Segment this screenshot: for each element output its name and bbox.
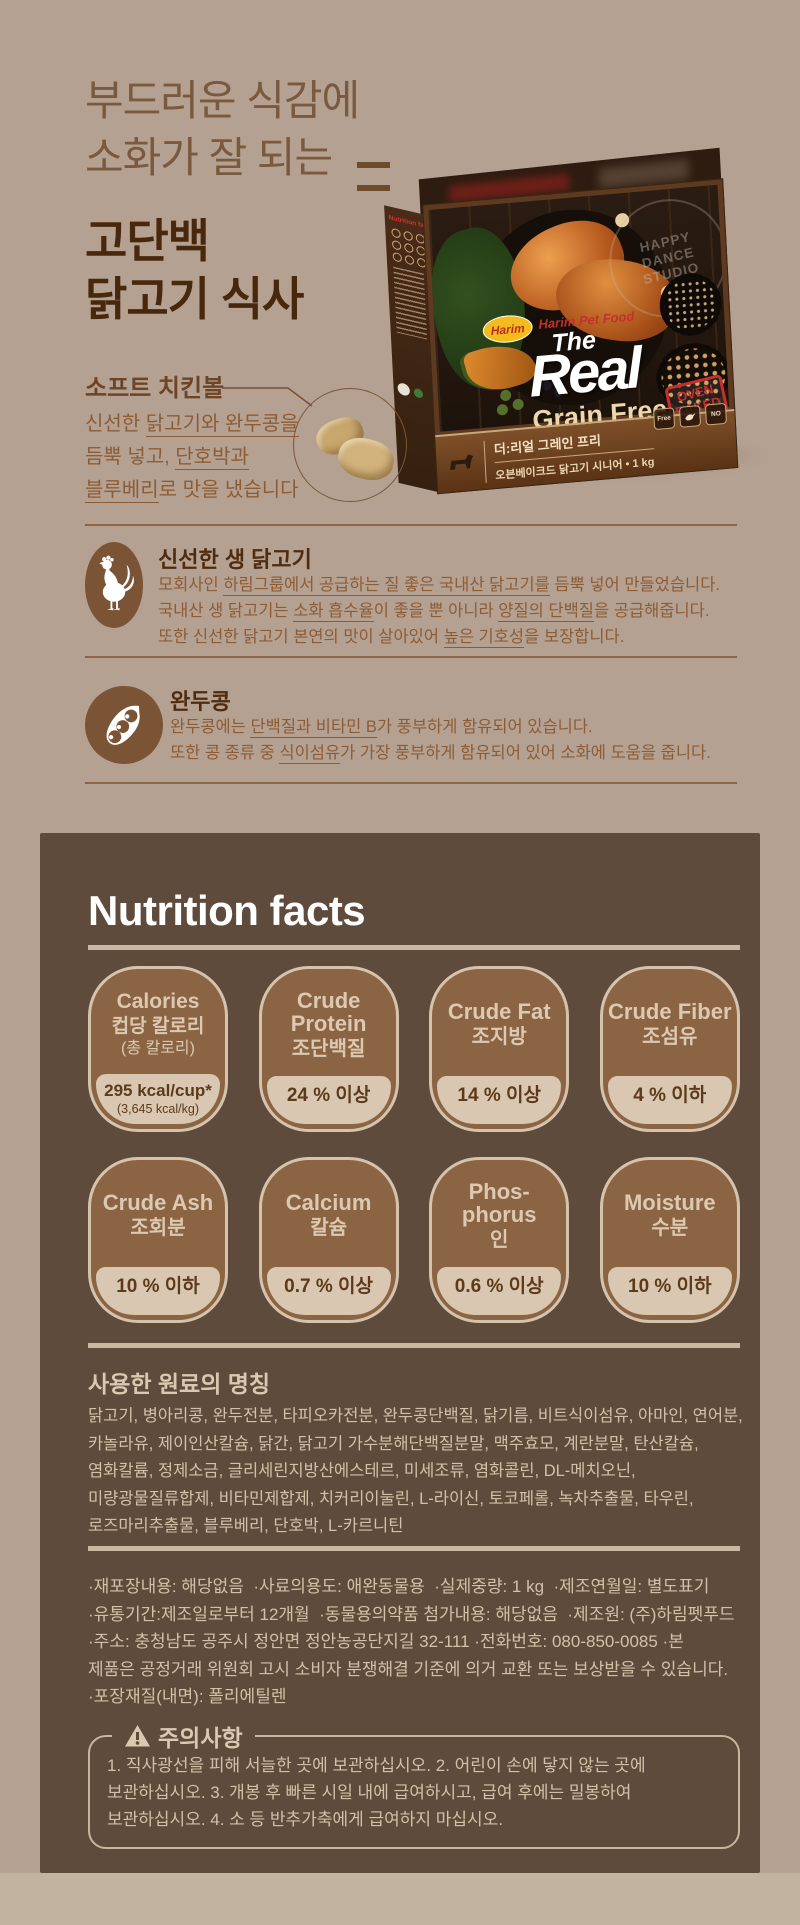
page-bottom-margin bbox=[0, 1873, 800, 1925]
soft-chicken-ball-description: 신선한 닭고기와 완두콩을 듬뿍 넣고, 단호박과 블루베리로 맛을 냈습니다 bbox=[85, 408, 299, 507]
headline-light-line-1: 부드러운 식감에 bbox=[85, 77, 360, 124]
nutrient-name-en: Phos-phorus bbox=[461, 1178, 537, 1227]
nutrient-value: 10 % 이하 bbox=[628, 1276, 712, 1297]
nutrient-name-en: Crude Ash bbox=[102, 1190, 214, 1215]
nutrient-name-en: Crude Fiber bbox=[608, 999, 732, 1024]
equals-decoration bbox=[357, 162, 390, 208]
nutrition-box-fat: Crude Fat 조지방 14 % 이상 bbox=[429, 966, 570, 1132]
package-front-face: HAPPY DANCE STUDIO Harim Harim Pet Food … bbox=[422, 178, 739, 495]
package-variant-korean: 오븐베이크드 닭고기 시니어 • 1 kg bbox=[495, 456, 655, 483]
nutrient-name-en: Crude Protein bbox=[290, 987, 367, 1036]
nutrient-name-en: Crude Fat bbox=[447, 999, 551, 1024]
feature-title-pea: 완두콩 bbox=[170, 689, 231, 714]
package-bottom-strip: 더:리얼 그레인 프리 오븐베이크드 닭고기 시니어 • 1 kg bbox=[435, 409, 738, 494]
side-cert-marks bbox=[397, 381, 432, 402]
feature-body-chicken: 모회사인 하림그룹에서 공급하는 질 좋은 국내산 닭고기를 듬뿍 넣어 만들었… bbox=[158, 572, 743, 650]
nutrient-name-en: Calories bbox=[116, 989, 200, 1013]
free-badge: Free bbox=[653, 407, 676, 431]
feature-line: 완두콩에는 단백질과 비타민 B가 풍부하게 함유되어 있습니다. bbox=[170, 718, 593, 738]
nutrient-name-ko: 인 bbox=[489, 1228, 509, 1251]
nutrient-name-ko: 조단백질 bbox=[291, 1037, 366, 1060]
warning-icon bbox=[125, 1725, 150, 1747]
product-package: Nutrition facts HAPPY DANCE STUDIO bbox=[382, 147, 748, 495]
no-badge: NO bbox=[704, 402, 727, 426]
ingredients-list: 닭고기, 병아리콩, 완두전분, 타피오카전분, 완두콩단백질, 닭기름, 비트… bbox=[88, 1407, 743, 1535]
nutrition-panel: Nutrition facts Calories 컵당 칼로리 (총 칼로리) … bbox=[40, 833, 760, 1873]
section-divider bbox=[85, 656, 737, 658]
package-badges: Free NO bbox=[653, 402, 727, 431]
nutrient-value: 24 % 이상 bbox=[286, 1085, 371, 1106]
feature-title-chicken: 신선한 생 닭고기 bbox=[158, 547, 312, 572]
product-info-text: ·재포장내용: 해당없음 ·사료의용도: 애완동물용 ·실제중량: 1 kg ·… bbox=[88, 1577, 735, 1706]
nutrient-value: 14 % 이상 bbox=[457, 1085, 541, 1106]
dog-icon bbox=[450, 454, 474, 471]
panel-divider bbox=[88, 1546, 740, 1551]
nutrient-value: 10 % 이하 bbox=[116, 1276, 200, 1297]
nutrient-name-ko: 컵당 칼로리 bbox=[111, 1015, 205, 1037]
rooster-icon bbox=[85, 542, 143, 628]
nutrient-value: 0.6 % 이상 bbox=[454, 1276, 544, 1297]
nutrition-box-moisture: Moisture 수분 10 % 이하 bbox=[599, 1157, 740, 1323]
warning-box: 주의사항 1. 직사광선을 피해 서늘한 곳에 보관하십시오. 2. 어린이 손… bbox=[88, 1719, 740, 1849]
nutrient-name-en: Moisture bbox=[623, 1190, 716, 1215]
warning-text: 1. 직사광선을 피해 서늘한 곳에 보관하십시오. 2. 어린이 손에 닿지 … bbox=[107, 1756, 646, 1829]
headline-light-line-2: 소화가 잘 되는 bbox=[85, 134, 333, 181]
kibble-circle bbox=[293, 388, 407, 502]
bird-icon bbox=[685, 413, 696, 421]
nutrient-name-ko: 칼슘 bbox=[310, 1217, 347, 1239]
nutrition-box-calories: Calories 컵당 칼로리 (총 칼로리) 295 kcal/cup* (3… bbox=[88, 966, 228, 1132]
description-line: 블루베리로 맛을 냈습니다 bbox=[85, 479, 299, 503]
nutrient-value: 0.7 % 이상 bbox=[284, 1276, 373, 1297]
feature-line: 모회사인 하림그룹에서 공급하는 질 좋은 국내산 닭고기를 듬뿍 넣어 만들었… bbox=[158, 576, 720, 596]
panel-divider bbox=[88, 1343, 740, 1348]
nutrient-name-ko: 수분 bbox=[651, 1217, 689, 1239]
side-text-block bbox=[393, 266, 428, 340]
nutrition-box-fiber: Crude Fiber 조섬유 4 % 이하 bbox=[599, 966, 740, 1132]
nutrition-facts-title: Nutrition facts bbox=[88, 887, 366, 934]
pea-icon bbox=[85, 686, 163, 764]
nutrient-value-sub: (3,645 kcal/kg) bbox=[117, 1102, 199, 1116]
feature-line: 국내산 생 닭고기는 소화 흡수율이 좋을 뿐 아니라 양질의 단백질을 공급해… bbox=[158, 602, 710, 622]
nutrient-name-en: Calcium bbox=[285, 1190, 372, 1215]
package-name-korean: 더:리얼 그레인 프리 bbox=[493, 432, 602, 458]
nutrient-subtitle: (총 칼로리) bbox=[121, 1039, 195, 1057]
nutrition-box-phosphorus: Phos-phorus 인 0.6 % 이상 bbox=[429, 1157, 570, 1323]
section-divider bbox=[85, 782, 737, 784]
nutrient-value: 4 % 이하 bbox=[633, 1085, 707, 1106]
nutrition-box-calcium: Calcium 칼슘 0.7 % 이상 bbox=[258, 1157, 399, 1323]
bird-badge bbox=[679, 405, 702, 428]
feature-body-pea: 완두콩에는 단백질과 비타민 B가 풍부하게 함유되어 있습니다. 또한 콩 종… bbox=[170, 714, 745, 766]
nutrition-grid: Calories 컵당 칼로리 (총 칼로리) 295 kcal/cup* (3… bbox=[88, 966, 740, 1323]
connector-line bbox=[222, 387, 313, 407]
ingredients-title: 사용한 원료의 명칭 bbox=[88, 1371, 271, 1397]
section-divider bbox=[85, 524, 737, 526]
feature-line: 또한 콩 종류 중 식이섬유가 가장 풍부하게 함유되어 있어 소화에 도움을 … bbox=[170, 744, 711, 764]
nutrition-box-ash: Crude Ash 조회분 10 % 이하 bbox=[88, 1157, 228, 1323]
nutrient-value: 295 kcal/cup* bbox=[104, 1081, 212, 1100]
description-line: 듬뿍 넣고, 단호박과 bbox=[85, 446, 249, 470]
nutrient-name-ko: 조섬유 bbox=[642, 1026, 698, 1048]
feature-line: 또한 신선한 닭고기 본연의 맛이 살아있어 높은 기호성을 보장합니다. bbox=[158, 628, 625, 648]
soft-chicken-ball-title: 소프트 치킨볼 bbox=[85, 375, 225, 402]
side-nutrition-label: Nutrition facts bbox=[388, 214, 434, 232]
description-line: 신선한 닭고기와 완두콩을 bbox=[85, 413, 299, 437]
nutrient-name-ko: 조지방 bbox=[471, 1026, 527, 1048]
headline-bold-line-1: 고단백 bbox=[85, 215, 210, 267]
warning-title: 주의사항 bbox=[112, 1719, 255, 1753]
headline-bold-line-2: 닭고기 식사 bbox=[85, 273, 304, 325]
nutrient-name-ko: 조회분 bbox=[130, 1217, 186, 1239]
side-badge-dots bbox=[391, 227, 427, 269]
nutrition-box-protein: Crude Protein 조단백질 24 % 이상 bbox=[258, 966, 399, 1132]
headline: 부드러운 식감에 소화가 잘 되는 고단백 닭고기 식사 bbox=[85, 72, 360, 328]
title-underline bbox=[88, 945, 740, 950]
